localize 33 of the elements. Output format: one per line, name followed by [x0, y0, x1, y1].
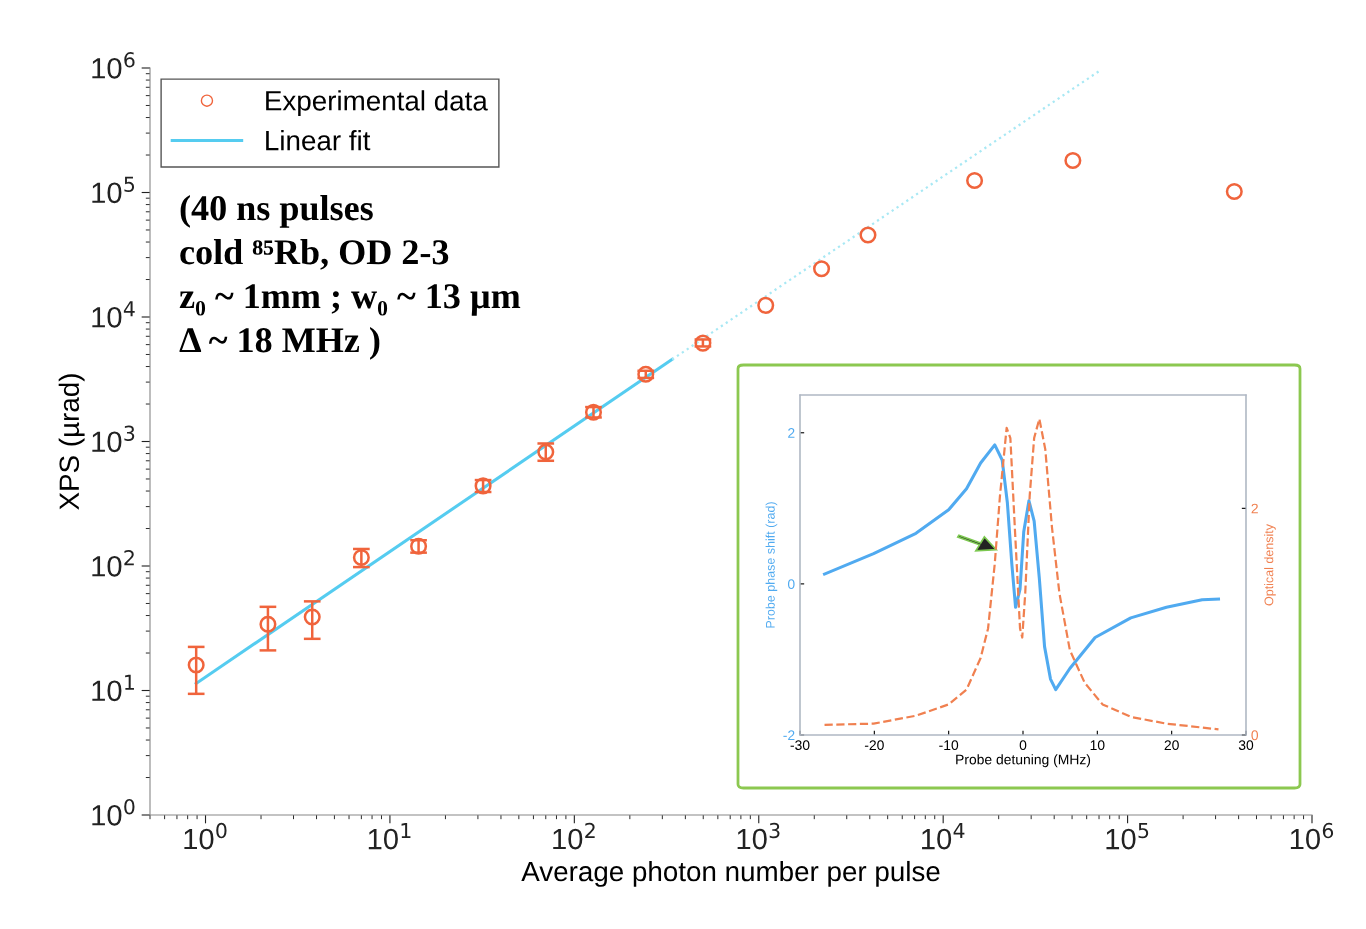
x-tick-label: 0: [1019, 740, 1027, 751]
y2-tick-label: 0: [1251, 730, 1259, 741]
x-axis-title: Probe detuning (MHz): [956, 754, 1091, 768]
legend-label: Linear fit: [266, 130, 371, 151]
x-tick-label: 10$^{6}$: [1290, 822, 1334, 850]
y-tick-label: 2: [788, 428, 795, 438]
y-tick-label: 10$^{6}$: [92, 52, 135, 79]
legend-label: Experimental data: [266, 90, 488, 117]
y-tick-label: 10$^{2}$: [92, 550, 134, 577]
y-tick-label: 10$^{3}$: [92, 425, 135, 453]
x-tick-label: 10$^{4}$: [922, 823, 965, 850]
x-tick-label: -20: [864, 740, 884, 751]
y-tick-label: 0: [787, 579, 795, 590]
y-axis-title: Probe phase shift (rad): [765, 502, 778, 628]
y-tick-label: 10$^{5}$: [92, 176, 135, 204]
y2-tick-label: 2: [1251, 503, 1258, 514]
x-tick-label: 10: [1090, 740, 1105, 751]
y-axis-title: XPS (µrad): [58, 374, 85, 510]
x-tick-label: 20: [1164, 740, 1179, 751]
y-tick-label: 10$^{4}$: [92, 301, 135, 328]
x-tick-label: -30: [790, 740, 810, 751]
x-tick-label: 10$^{1}$: [368, 823, 411, 850]
x-tick-label: 10$^{0}$: [184, 822, 227, 850]
annotation: (40 ns pulses cold ⁸⁵Rb, OD 2-3 z₀ ~ 1mm ; w₀ ~ 13 µm Δ ~ 18 MHz ): [179, 194, 521, 360]
x-tick-label: 10$^{2}$: [553, 822, 595, 850]
x-tick-label: 30: [1238, 740, 1254, 751]
y-tick-label: -2: [783, 730, 795, 741]
y2-axis-title: Optical density: [1264, 524, 1276, 606]
y-tick-label: 10$^{1}$: [92, 674, 134, 702]
x-tick-label: 10$^{5}$: [1106, 823, 1149, 850]
x-tick-label: -10: [939, 740, 959, 751]
x-axis-title: Average photon number per pulse: [521, 860, 940, 887]
y-tick-label: 10$^{0}$: [92, 799, 135, 826]
